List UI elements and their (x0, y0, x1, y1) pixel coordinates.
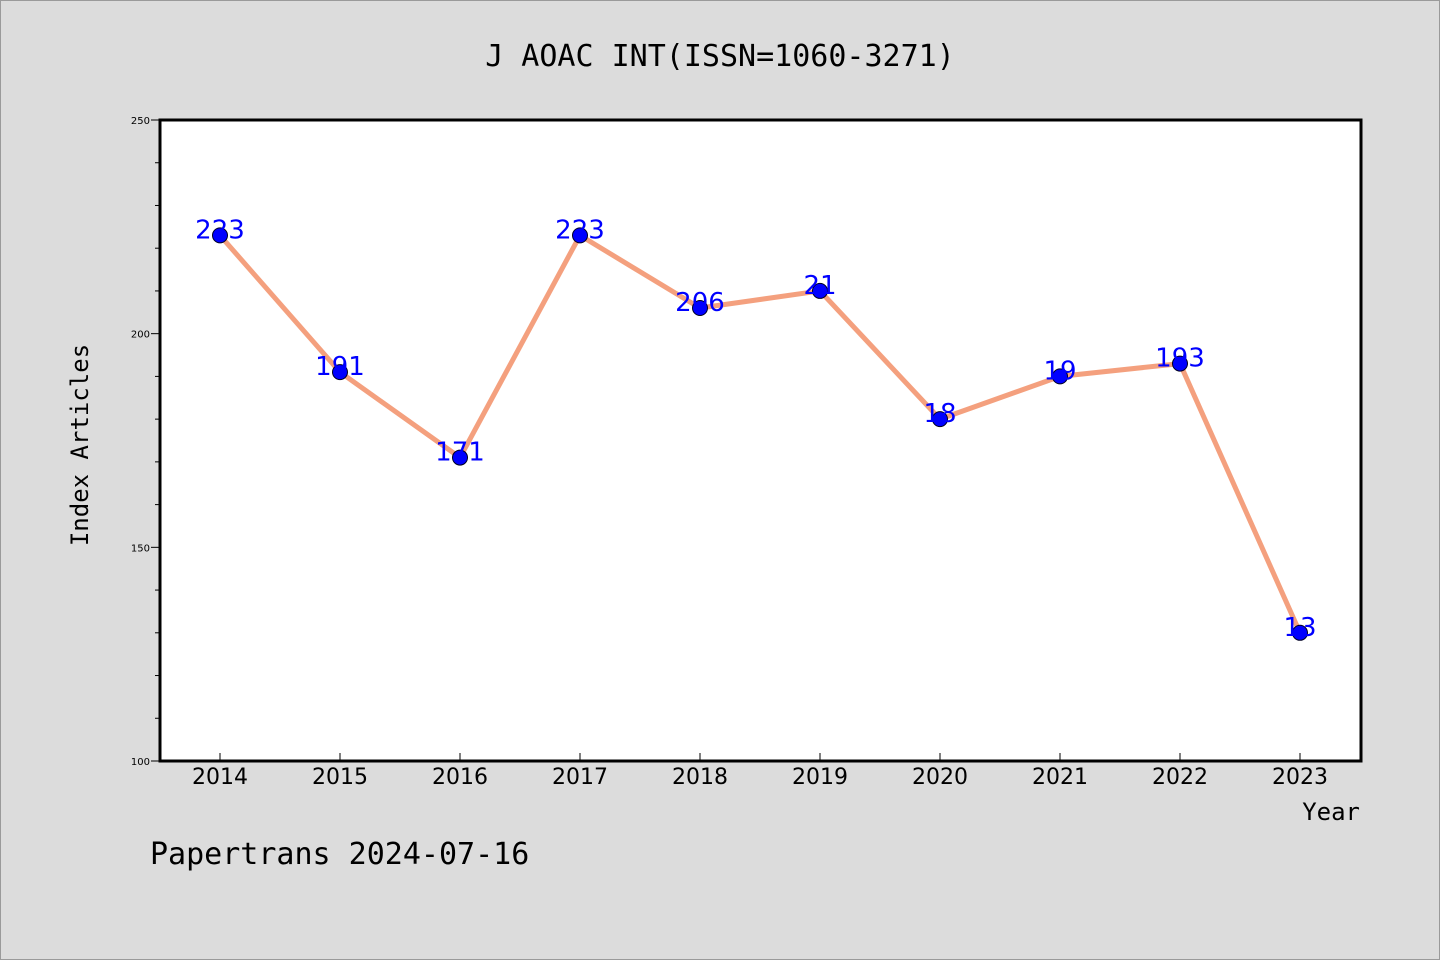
x-tick-label: 2016 (432, 765, 488, 790)
x-tick-label: 2018 (672, 765, 728, 790)
x-tick-label: 2017 (552, 765, 608, 790)
x-tick-label: 2021 (1032, 765, 1088, 790)
data-point (212, 227, 228, 244)
chart-title: J AOAC INT(ISSN=1060-3271) (485, 39, 955, 74)
data-point (932, 411, 948, 428)
data-label: 19 (1043, 356, 1076, 386)
data-point (572, 227, 588, 244)
axis-ticks: 100 150 200 250 2014 2015 2016 2017 2018 2019 2020… (131, 116, 1328, 790)
data-point (812, 282, 828, 299)
y-axis-title: Index Articles (66, 344, 94, 546)
data-labels: 223 191 171 223 206 21 18 19 193 13 (195, 215, 1316, 642)
data-point (452, 449, 468, 466)
x-tick-label: 2019 (792, 765, 848, 790)
y-tick-label: 150 (131, 543, 150, 554)
x-tick-label: 2014 (192, 765, 248, 790)
data-point (692, 300, 708, 317)
y-tick-label: 250 (131, 116, 150, 127)
data-label: 18 (923, 399, 956, 429)
data-label: 193 (1155, 344, 1205, 374)
data-label: 21 (803, 271, 836, 301)
x-axis-title: Year (1302, 798, 1360, 826)
x-tick-label: 2015 (312, 765, 368, 790)
x-tick-label: 2023 (1272, 765, 1328, 790)
footer-credit: Papertrans 2024-07-16 (150, 837, 529, 872)
plot-area (160, 120, 1361, 761)
data-point (1292, 624, 1308, 641)
data-point (332, 364, 348, 381)
x-tick-label: 2020 (912, 765, 968, 790)
data-point (1052, 368, 1068, 385)
y-tick-label: 200 (131, 330, 150, 341)
data-label: 223 (555, 215, 605, 245)
plot-border (158, 118, 1363, 763)
series-line (217, 232, 1303, 636)
y-tick-label: 100 (131, 757, 150, 768)
data-label: 171 (435, 438, 485, 468)
data-label: 223 (195, 215, 245, 245)
data-label: 191 (315, 352, 365, 382)
data-label: 13 (1283, 613, 1316, 643)
data-label: 206 (675, 288, 725, 318)
series-layer (212, 227, 1308, 641)
data-point (1172, 355, 1188, 372)
x-tick-label: 2022 (1152, 765, 1208, 790)
